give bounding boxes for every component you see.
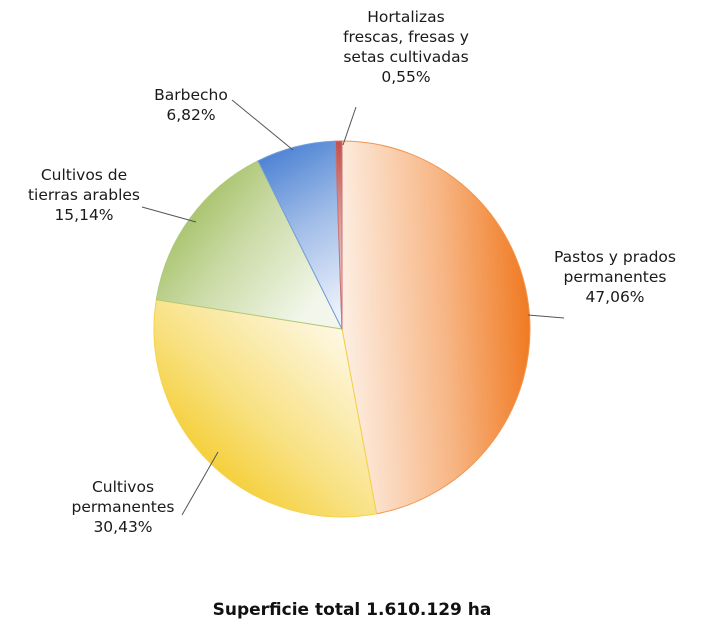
- slice-label-4: Hortalizas frescas, fresas y setas cultiva…: [343, 8, 469, 86]
- leader-line-0: [527, 314, 565, 319]
- slice-category-label: permanentes: [72, 498, 175, 516]
- leader-line-3: [231, 99, 294, 151]
- slice-value-label: 47,06%: [585, 288, 644, 306]
- slice-category-label: Barbecho: [154, 86, 228, 104]
- slices-layer: [153, 140, 531, 518]
- slice-category-label: setas cultivadas: [343, 48, 468, 66]
- slice-category-label: tierras arables: [28, 186, 140, 204]
- chart-footer-total: Superficie total 1.610.129 ha: [213, 600, 492, 620]
- leader-line-4: [342, 106, 357, 146]
- slice-label-2: Cultivos de tierras arables 15,14%: [28, 166, 140, 224]
- leader-line-2: [141, 206, 197, 223]
- leader-lines-layer: [141, 99, 565, 516]
- slice-label-3: Barbecho 6,82%: [154, 86, 228, 124]
- pie-slice-4: [334, 140, 343, 330]
- slice-category-label: Pastos y prados: [554, 248, 676, 266]
- slice-label-1: Cultivos permanentes 30,43%: [72, 478, 175, 536]
- slice-value-label: 30,43%: [93, 518, 152, 536]
- slice-category-label: Cultivos: [92, 478, 154, 496]
- slice-category-label: Hortalizas: [367, 8, 444, 26]
- slice-category-label: permanentes: [564, 268, 667, 286]
- slice-value-label: 0,55%: [381, 68, 430, 86]
- slice-label-0: Pastos y prados permanentes 47,06%: [554, 248, 676, 306]
- slice-value-label: 15,14%: [54, 206, 113, 224]
- slice-value-label: 6,82%: [166, 106, 215, 124]
- pie-slice-0: [341, 140, 531, 515]
- slice-category-label: Cultivos de: [41, 166, 127, 184]
- labels-layer: Pastos y prados permanentes 47,06% Cultivos…: [28, 8, 676, 536]
- slice-category-label: frescas, fresas y: [343, 28, 469, 46]
- leader-line-1: [181, 451, 219, 516]
- pie-slice-2: [155, 160, 343, 330]
